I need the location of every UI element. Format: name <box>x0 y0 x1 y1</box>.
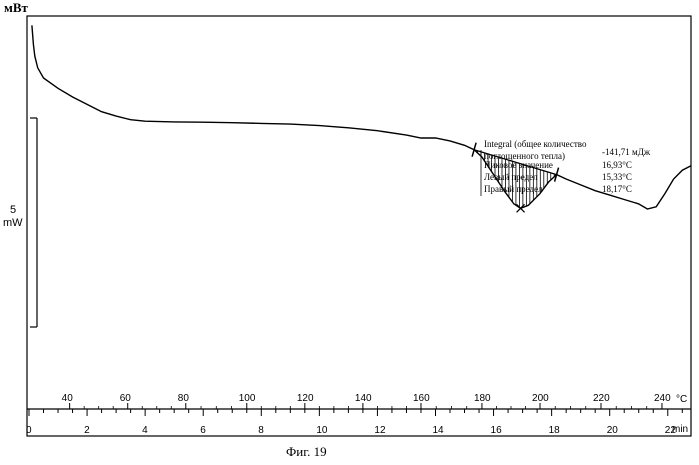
temperature-tick-label: 120 <box>297 393 314 404</box>
annotation-title-line1: Integral (общее количество <box>484 139 587 149</box>
temperature-axis-ticks: 40 60 80 100 120 140 160 180 200 220 240 <box>62 393 671 409</box>
temperature-tick-label: 140 <box>355 393 372 404</box>
time-tick-label: 0 <box>26 425 32 436</box>
peak-marker <box>516 203 525 213</box>
temperature-tick-label: 180 <box>474 393 491 404</box>
integration-annotation: Integral (общее количество поглощенного … <box>480 139 651 196</box>
scale-bar-unit: mW <box>3 217 23 229</box>
time-tick-label: 12 <box>374 425 386 436</box>
limit-marker <box>471 142 477 157</box>
annotation-title-value: -141,71 мДж <box>602 147 651 157</box>
time-tick-label: 4 <box>142 425 148 436</box>
annotation-right-value: 18,17°C <box>602 184 632 194</box>
time-tick-label: 10 <box>316 425 328 436</box>
temperature-tick-label: 220 <box>593 393 610 404</box>
temperature-tick-label: 200 <box>532 393 549 404</box>
integration-markers <box>471 142 560 213</box>
integration-baseline <box>473 149 557 176</box>
scale-bar-value: 5 <box>10 204 16 216</box>
temperature-tick-label: 160 <box>413 393 430 404</box>
annotation-title-line2: поглощенного тепла) <box>484 151 565 161</box>
time-tick-label: 22 <box>665 425 677 436</box>
scale-bar: 5 mW <box>3 117 38 328</box>
temperature-tick-label: 80 <box>178 393 190 404</box>
time-tick-label: 14 <box>432 425 444 436</box>
limit-marker <box>553 167 560 182</box>
dsc-curve <box>31 25 692 210</box>
x-axis-label-min: min <box>672 424 688 435</box>
time-tick-label: 20 <box>607 425 619 436</box>
annotation-left-label: Левый предел <box>484 172 538 182</box>
annotation-right-label: Правый предел <box>484 184 543 194</box>
annotation-left-value: 15,33°C <box>602 172 632 182</box>
y-unit-label: мВт <box>4 0 28 15</box>
temperature-tick-label: 100 <box>239 393 256 404</box>
time-tick-label: 16 <box>491 425 503 436</box>
time-tick-label: 8 <box>258 425 264 436</box>
time-axis-ticks: 0 2 4 6 8 10 12 14 16 18 20 22 <box>26 409 683 436</box>
temperature-tick-label: 240 <box>654 393 671 404</box>
temperature-tick-label: 60 <box>120 393 132 404</box>
plot-frame <box>26 15 692 437</box>
temperature-tick-label: 40 <box>62 393 74 404</box>
x-axis-label-degc: °C <box>676 394 687 405</box>
time-tick-label: 6 <box>200 425 206 436</box>
time-tick-label: 18 <box>549 425 561 436</box>
annotation-peak-value: 16,93°C <box>602 160 632 170</box>
time-tick-label: 2 <box>84 425 90 436</box>
annotation-peak-label: Пиковое значение <box>484 160 553 170</box>
figure-caption: Фиг. 19 <box>286 444 327 459</box>
